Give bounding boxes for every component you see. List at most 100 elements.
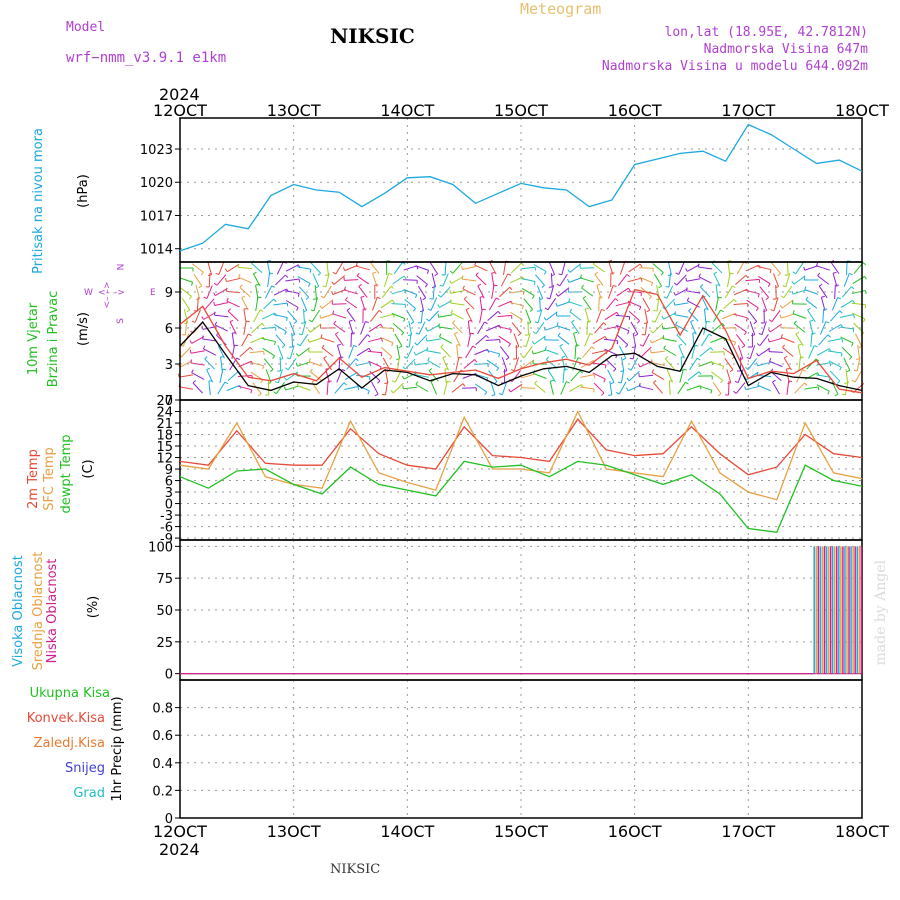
wind-barb-flag — [346, 307, 351, 311]
wind-barb-flag — [751, 334, 755, 337]
wind-barb-flag — [234, 344, 239, 347]
wind-barb-flag — [617, 381, 622, 384]
wind-barb-flag — [298, 333, 303, 336]
wind-barb-flag — [450, 309, 454, 314]
wind-barb — [487, 310, 499, 322]
y-tick-label: 0.2 — [152, 784, 173, 799]
wind-barb — [442, 273, 449, 287]
wind-barb — [415, 348, 429, 356]
wind-barb — [783, 285, 793, 299]
wind-barb — [380, 299, 393, 309]
wind-barb-flag — [816, 262, 819, 266]
wind-barb — [417, 285, 427, 299]
wind-barb — [190, 362, 205, 366]
wind-barb — [227, 310, 239, 322]
wind-barb — [829, 370, 841, 382]
wind-barb — [263, 358, 274, 370]
wind-barb — [559, 273, 568, 287]
wind-barb — [689, 357, 698, 371]
wind-barb-flag — [593, 374, 596, 379]
wind-barb-flag — [626, 387, 629, 392]
wind-barb — [498, 335, 511, 345]
wind-barb-flag — [391, 380, 396, 383]
wind-barb — [384, 369, 389, 383]
wind-barb — [618, 381, 627, 395]
wind-barb-flag — [694, 344, 699, 347]
wind-barb — [179, 374, 193, 378]
wind-barb — [828, 324, 842, 332]
wind-barb — [314, 284, 317, 300]
wind-barb-flag — [792, 271, 796, 275]
wind-barb — [522, 359, 535, 369]
wind-barb-flag — [534, 380, 538, 384]
wind-barb-flag — [295, 353, 299, 357]
wind-barb-flag — [273, 391, 277, 395]
wind-barb — [640, 346, 652, 358]
y-tick-label: 0 — [165, 668, 173, 683]
wind-barb-flag — [192, 380, 196, 384]
y-tick-label: 0.6 — [152, 729, 173, 744]
wind-barb-flag — [284, 331, 287, 335]
wind-barb-flag — [357, 386, 360, 391]
wind-barb — [523, 346, 533, 358]
wind-barb — [381, 346, 393, 358]
wind-barb-flag — [269, 369, 274, 373]
wind-barb — [191, 336, 205, 344]
wind-barb — [607, 369, 615, 383]
wind-barb-flag — [720, 379, 724, 384]
wind-barb-flag — [367, 334, 371, 338]
wind-barb-flag — [756, 352, 759, 357]
wind-barb — [408, 332, 412, 348]
wind-barb-flag — [567, 269, 571, 273]
wind-barb — [822, 308, 825, 324]
wind-barb — [816, 384, 830, 392]
wind-barb-flag — [238, 273, 241, 278]
wind-barb-flag — [786, 367, 790, 370]
wind-barb — [333, 323, 346, 333]
wind-barb — [559, 345, 568, 359]
wind-barb — [262, 312, 276, 320]
wind-barb — [310, 262, 321, 274]
wind-barb-flag — [675, 321, 678, 325]
wind-barb — [757, 275, 771, 285]
wind-barb-flag — [815, 358, 820, 362]
wind-barb-flag — [675, 272, 679, 275]
wind-barb-flag — [814, 345, 818, 348]
wind-barb — [652, 263, 664, 273]
wind-barb — [533, 373, 547, 379]
precip-total-label: Ukupna Kisa — [29, 686, 110, 701]
wind-barb-flag — [452, 320, 456, 324]
wind-barb — [772, 381, 780, 395]
wind-barb — [501, 357, 508, 371]
wind-barb — [817, 275, 830, 285]
wind-barb — [786, 260, 789, 276]
wind-barb-flag — [805, 296, 809, 300]
wind-barb-flag — [626, 274, 630, 278]
wind-barb — [651, 371, 665, 381]
wind-barb-flag — [745, 366, 749, 370]
wind-barb-flag — [848, 356, 853, 360]
wind-barb — [193, 273, 203, 287]
wind-barb — [396, 345, 401, 359]
wind-barb-flag — [381, 393, 386, 396]
wind-barb-flag — [603, 378, 606, 383]
wind-barb-flag — [581, 284, 584, 289]
wind-barb-flag — [710, 347, 714, 351]
x-tick-label-top: 18OCT — [835, 101, 889, 120]
wind-barb — [287, 310, 298, 322]
wind-barb-flag — [257, 296, 262, 299]
wind-barb-flag — [284, 274, 289, 278]
wind-barb-flag — [571, 319, 575, 323]
wind-barb-flag — [434, 273, 438, 277]
wind-barb-flag — [510, 369, 515, 372]
wind-barb-flag — [297, 293, 300, 297]
wind-barb — [782, 347, 794, 357]
wind-barb — [453, 333, 461, 347]
wind-barb — [852, 312, 866, 320]
wind-barb — [618, 345, 627, 359]
wind-barb — [416, 334, 428, 346]
wind-barb — [219, 369, 224, 383]
wind-barb-flag — [807, 307, 811, 311]
wind-barb-flag — [337, 343, 341, 346]
